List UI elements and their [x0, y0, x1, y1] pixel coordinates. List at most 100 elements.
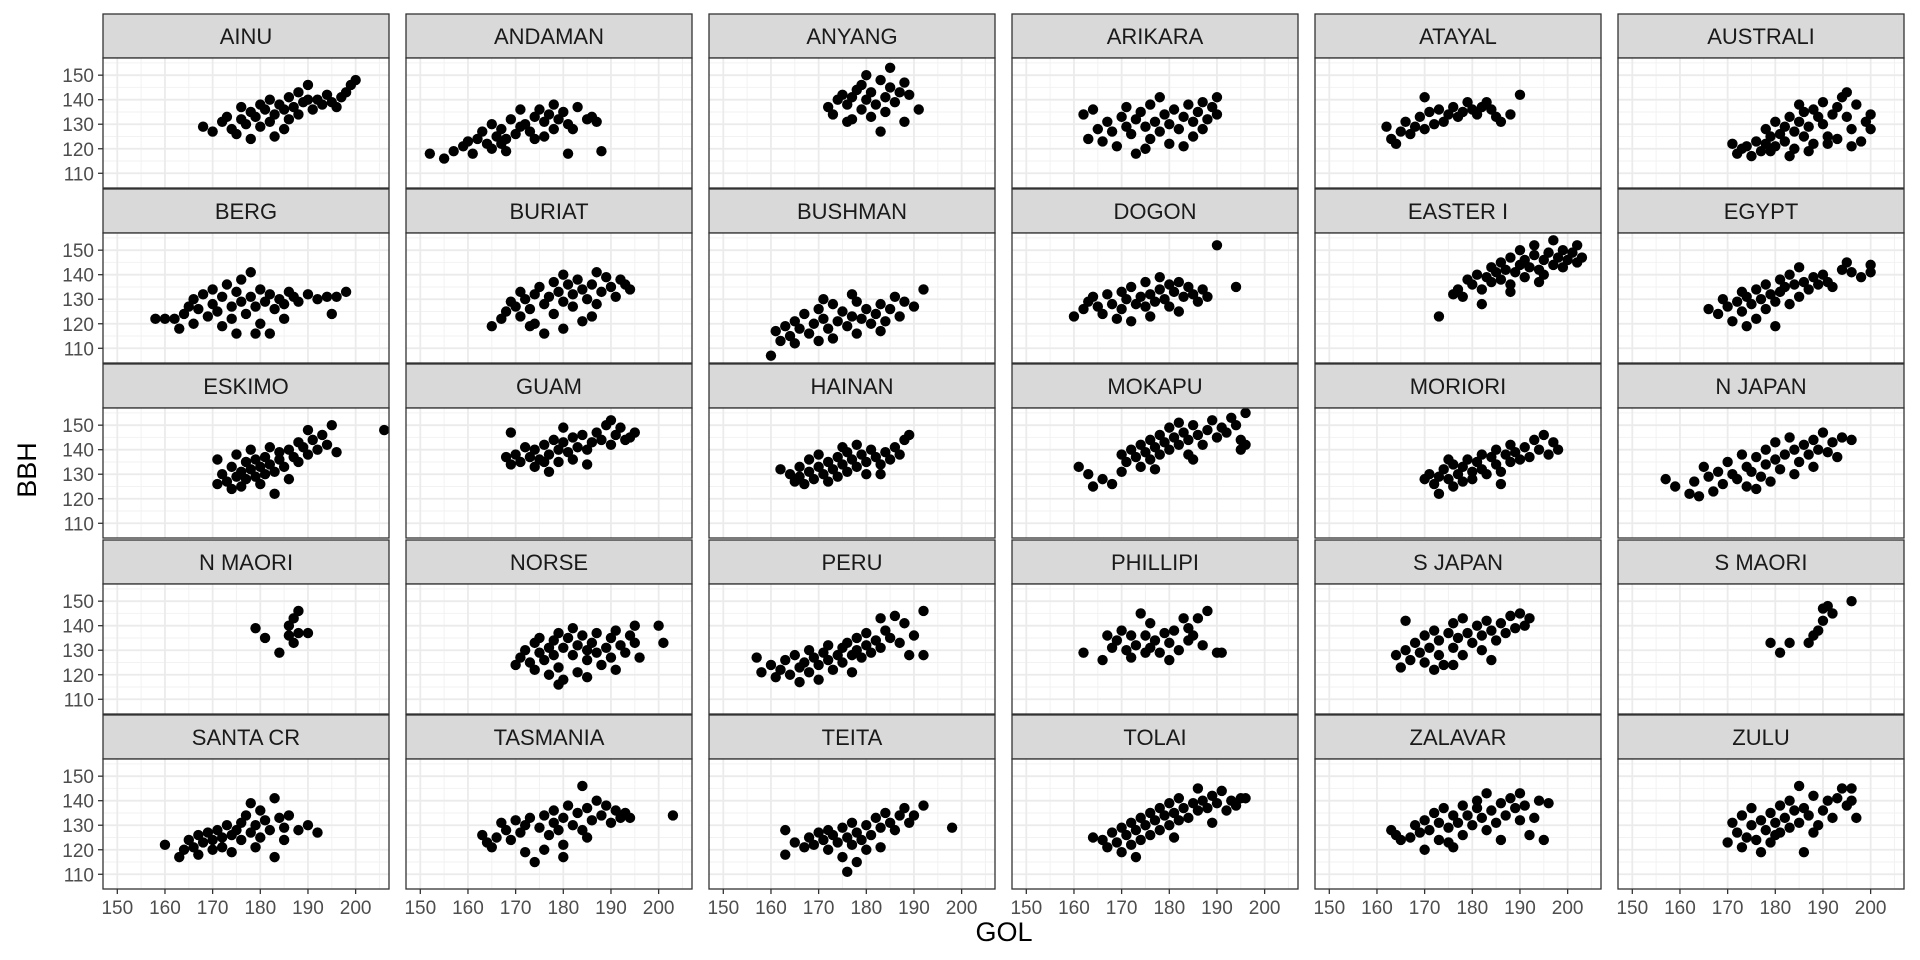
data-point: [1178, 111, 1189, 123]
panel-border: [708, 758, 996, 890]
data-point: [653, 620, 664, 631]
data-point: [558, 437, 569, 448]
data-point: [1202, 424, 1213, 436]
data-point: [1154, 271, 1165, 283]
data-point: [794, 471, 805, 482]
data-point: [1452, 284, 1464, 295]
data-point: [1168, 286, 1180, 298]
plot-background: [1618, 584, 1904, 714]
data-point: [1125, 839, 1137, 851]
strip-label: AINU: [220, 24, 273, 49]
data-point: [1197, 284, 1208, 295]
data-point: [851, 645, 862, 656]
data-point: [1851, 812, 1862, 824]
data-point: [183, 301, 194, 312]
data-point: [534, 104, 545, 115]
data-point: [837, 822, 848, 833]
facet-panel: SANTA CR 110 120 130 140 150 150 160 170 180 190 20…: [62, 714, 390, 919]
data-point: [274, 446, 285, 458]
data-point: [1789, 279, 1800, 290]
data-point: [1230, 281, 1242, 293]
data-point: [283, 114, 295, 125]
data-point: [259, 451, 271, 463]
data-point: [1533, 795, 1545, 806]
data-point: [1817, 119, 1829, 130]
data-point: [288, 637, 299, 649]
x-tick-label: 170: [1106, 898, 1138, 919]
data-point: [548, 635, 559, 646]
y-tick-label: 120: [62, 666, 94, 687]
data-point: [1722, 301, 1733, 312]
data-point: [889, 610, 901, 622]
y-tick-label: 140: [62, 617, 94, 638]
x-tick-label: 170: [1712, 898, 1744, 919]
data-point: [231, 128, 242, 140]
data-point: [255, 284, 266, 295]
strip-label: PERU: [821, 550, 882, 575]
data-point: [283, 473, 295, 485]
data-point: [264, 94, 276, 105]
data-point: [283, 92, 295, 103]
data-point: [572, 442, 583, 453]
data-point: [558, 851, 569, 863]
strip-label: MOKAPU: [1107, 374, 1202, 399]
data-point: [1538, 834, 1550, 846]
data-point: [515, 286, 526, 298]
data-point: [519, 645, 531, 656]
data-point: [543, 829, 555, 841]
data-point: [207, 126, 218, 137]
panel-border: [1617, 583, 1905, 715]
data-point: [1428, 119, 1440, 130]
data-point: [880, 807, 891, 819]
data-point: [581, 654, 593, 666]
data-point: [856, 652, 867, 663]
data-point: [264, 459, 276, 470]
data-point: [553, 444, 564, 455]
data-point: [236, 274, 247, 285]
data-point: [1822, 446, 1833, 458]
data-point: [1116, 303, 1127, 315]
data-point: [1765, 807, 1776, 819]
data-point: [1164, 444, 1175, 455]
x-tick-label: 190: [292, 898, 324, 919]
data-point: [1514, 244, 1526, 256]
facet-panel: ZULU 150 160 170 180 190 200: [1616, 714, 1905, 919]
data-point: [1760, 444, 1771, 455]
data-point: [1130, 148, 1142, 159]
data-point: [259, 104, 271, 115]
data-point: [827, 109, 839, 120]
data-point: [1424, 106, 1435, 118]
data-point: [1168, 625, 1180, 636]
strip-header: [1617, 539, 1905, 585]
data-point: [899, 296, 910, 307]
data-point: [193, 829, 204, 841]
data-point: [1178, 802, 1189, 814]
data-point: [558, 839, 569, 851]
data-point: [851, 439, 862, 450]
data-point: [1760, 303, 1771, 315]
facet-panel: ANYANG: [708, 13, 996, 189]
data-point: [780, 849, 791, 860]
data-point: [586, 637, 598, 649]
data-point: [629, 427, 640, 438]
data-point: [1746, 298, 1757, 310]
data-point: [1793, 291, 1805, 302]
data-point: [1102, 842, 1113, 853]
data-point: [1140, 301, 1151, 312]
data-point: [496, 817, 507, 828]
data-point: [1533, 276, 1545, 288]
data-point: [1145, 434, 1156, 446]
data-point: [1125, 652, 1137, 663]
data-point: [1514, 608, 1526, 619]
data-point: [317, 99, 328, 110]
data-point: [889, 96, 901, 108]
data-point: [524, 126, 536, 137]
x-tick-label: 190: [1807, 898, 1839, 919]
strip-label: N JAPAN: [1715, 374, 1806, 399]
data-point: [1116, 822, 1127, 833]
data-point: [1443, 454, 1454, 465]
data-point: [861, 69, 872, 81]
data-point: [1448, 642, 1459, 653]
data-point: [326, 308, 337, 320]
data-point: [1717, 294, 1729, 305]
